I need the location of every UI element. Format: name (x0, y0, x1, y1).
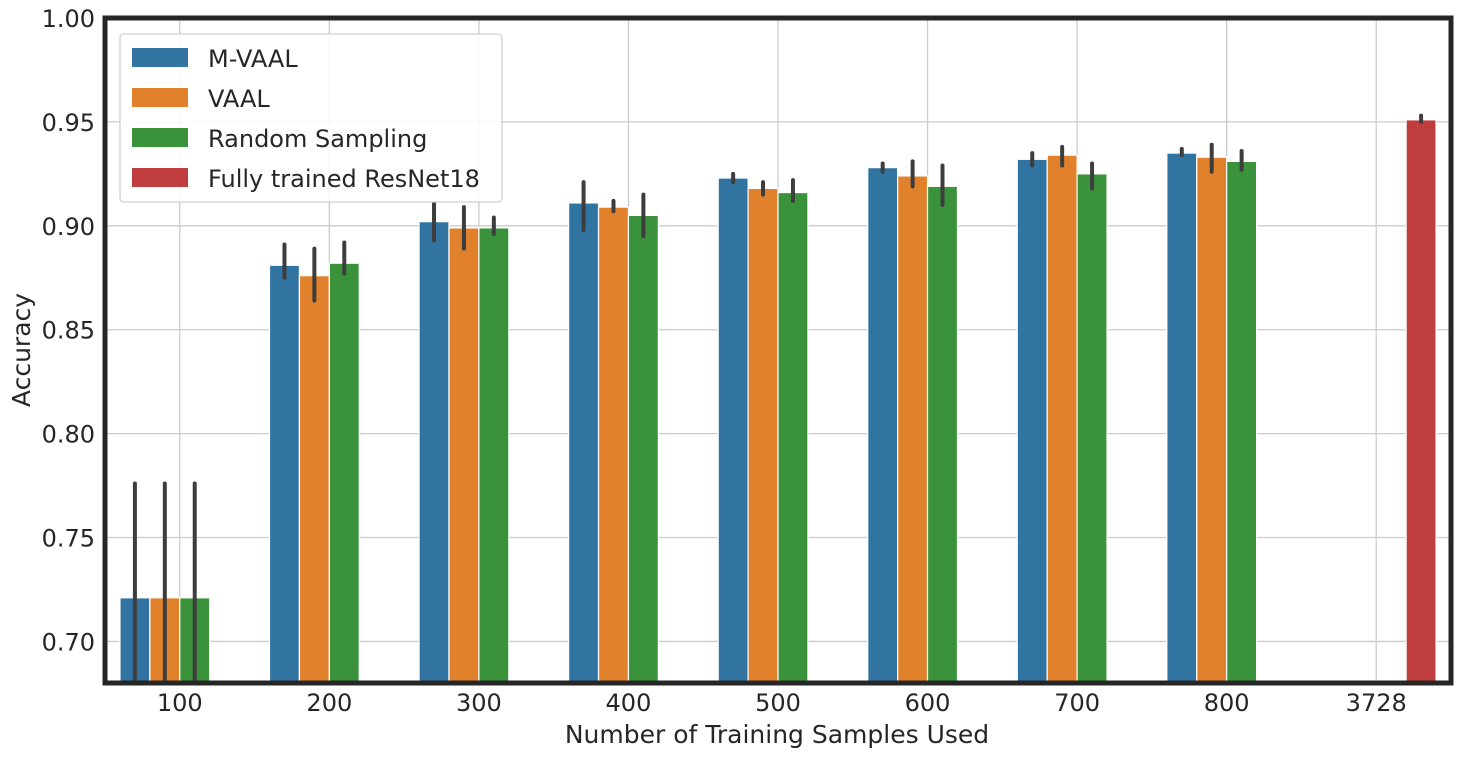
bar (867, 167, 899, 684)
bar (1046, 154, 1078, 684)
legend-label: VAAL (208, 85, 270, 113)
bar (627, 214, 659, 684)
bar (717, 177, 749, 684)
bar (597, 206, 630, 684)
y-tick-label: 0.95 (42, 109, 95, 137)
legend: M-VAAL VAAL Random Sampling Fully trained R… (119, 33, 503, 203)
y-tick-label: 0.80 (42, 421, 95, 449)
x-tick-label: 100 (157, 689, 203, 717)
bar (1016, 158, 1048, 684)
error-bars-layer (132, 113, 1424, 685)
y-tick-label: 0.90 (42, 213, 95, 241)
bar (448, 227, 480, 684)
bars-layer (119, 119, 1437, 684)
legend-label: Random Sampling (208, 125, 427, 153)
bar (747, 187, 779, 684)
y-tick-label: 0.70 (42, 628, 95, 656)
y-tick-label: 0.75 (42, 525, 95, 553)
y-axis-title: Accuracy (7, 293, 36, 407)
bar (1196, 156, 1228, 684)
x-tick-labels: 100 200 300 400 500 600 700 800 3728 (157, 689, 1407, 717)
y-tick-label: 0.85 (42, 317, 95, 345)
x-tick-label: 3728 (1346, 689, 1407, 717)
bar (268, 264, 301, 684)
x-tick-label: 200 (306, 689, 352, 717)
x-tick-label: 600 (905, 689, 951, 717)
x-axis-title: Number of Training Samples Used (565, 720, 989, 749)
bar (418, 221, 450, 684)
bar (298, 275, 330, 684)
x-tick-label: 400 (606, 689, 652, 717)
bar (1405, 119, 1437, 684)
bar (568, 202, 600, 684)
bar (1166, 152, 1198, 684)
x-tick-label: 700 (1054, 689, 1100, 717)
bar (897, 175, 929, 684)
legend-box (119, 33, 503, 203)
legend-swatch (132, 128, 188, 147)
legend-swatch (132, 48, 188, 67)
x-tick-label: 500 (755, 689, 801, 717)
x-tick-label: 300 (456, 689, 502, 717)
x-tick-label: 800 (1204, 689, 1250, 717)
bar (926, 185, 959, 684)
bar (1226, 160, 1258, 684)
legend-label: M-VAAL (208, 45, 298, 73)
bar (478, 227, 510, 684)
bar (1076, 173, 1108, 684)
bar (777, 191, 809, 684)
y-tick-label: 1.00 (42, 5, 95, 33)
plot-frame (102, 15, 1454, 686)
bar (328, 262, 360, 684)
legend-swatch (132, 168, 188, 187)
legend-label: Fully trained ResNet18 (208, 165, 480, 193)
y-tick-labels: 0.70 0.75 0.80 0.85 0.90 0.95 1.00 (42, 5, 95, 656)
legend-swatch (132, 88, 188, 107)
